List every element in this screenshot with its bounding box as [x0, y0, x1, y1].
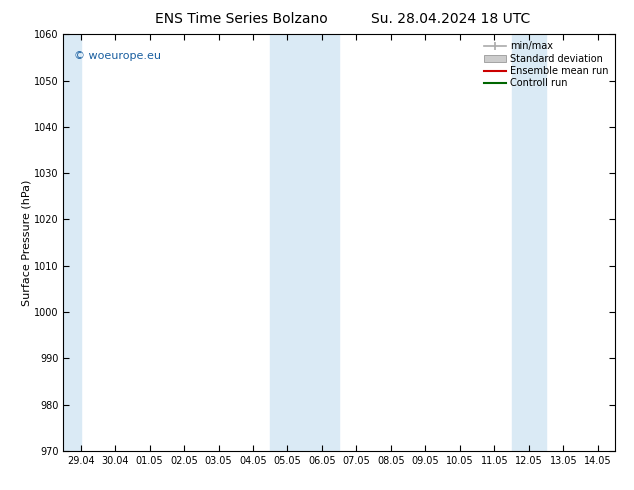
- Bar: [63, 34, 81, 451]
- Text: © woeurope.eu: © woeurope.eu: [74, 51, 162, 61]
- Text: Su. 28.04.2024 18 UTC: Su. 28.04.2024 18 UTC: [370, 12, 530, 26]
- Legend: min/max, Standard deviation, Ensemble mean run, Controll run: min/max, Standard deviation, Ensemble me…: [482, 39, 610, 90]
- Y-axis label: Surface Pressure (hPa): Surface Pressure (hPa): [21, 179, 31, 306]
- Bar: [512, 34, 546, 451]
- Bar: [270, 34, 339, 451]
- Text: ENS Time Series Bolzano: ENS Time Series Bolzano: [155, 12, 327, 26]
